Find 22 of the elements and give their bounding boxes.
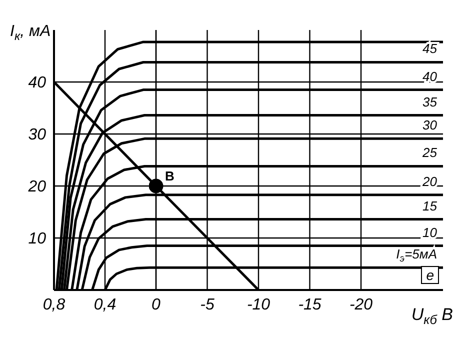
x-tick-label: 0,8	[42, 296, 66, 314]
series-label: 10	[422, 224, 438, 240]
y-tick-label: 10	[28, 230, 46, 248]
series-label: 40	[422, 68, 438, 84]
y-axis-title: I$_{к}$, мА	[10, 23, 51, 43]
y-tick-label: 30	[28, 126, 46, 144]
x-tick-label: -15	[298, 296, 322, 314]
series-label: 35	[422, 94, 438, 110]
annotation: B	[165, 168, 174, 184]
x-tick-label: -5	[200, 296, 214, 314]
x-tick-label: 0	[152, 296, 161, 314]
annotation: е	[421, 266, 439, 284]
series-label: 15	[422, 198, 438, 214]
series-label: 25	[422, 145, 438, 160]
x-tick-label: 0,4	[94, 296, 116, 314]
series-label: 30	[422, 118, 438, 133]
x-tick-label: -20	[349, 296, 373, 314]
series-label: 45	[422, 41, 438, 56]
y-tick-label: 20	[27, 178, 46, 196]
x-axis-title: U$_{кб}$ В	[411, 305, 453, 327]
y-tick-label: 40	[28, 74, 46, 92]
x-tick-label: -10	[246, 296, 270, 314]
